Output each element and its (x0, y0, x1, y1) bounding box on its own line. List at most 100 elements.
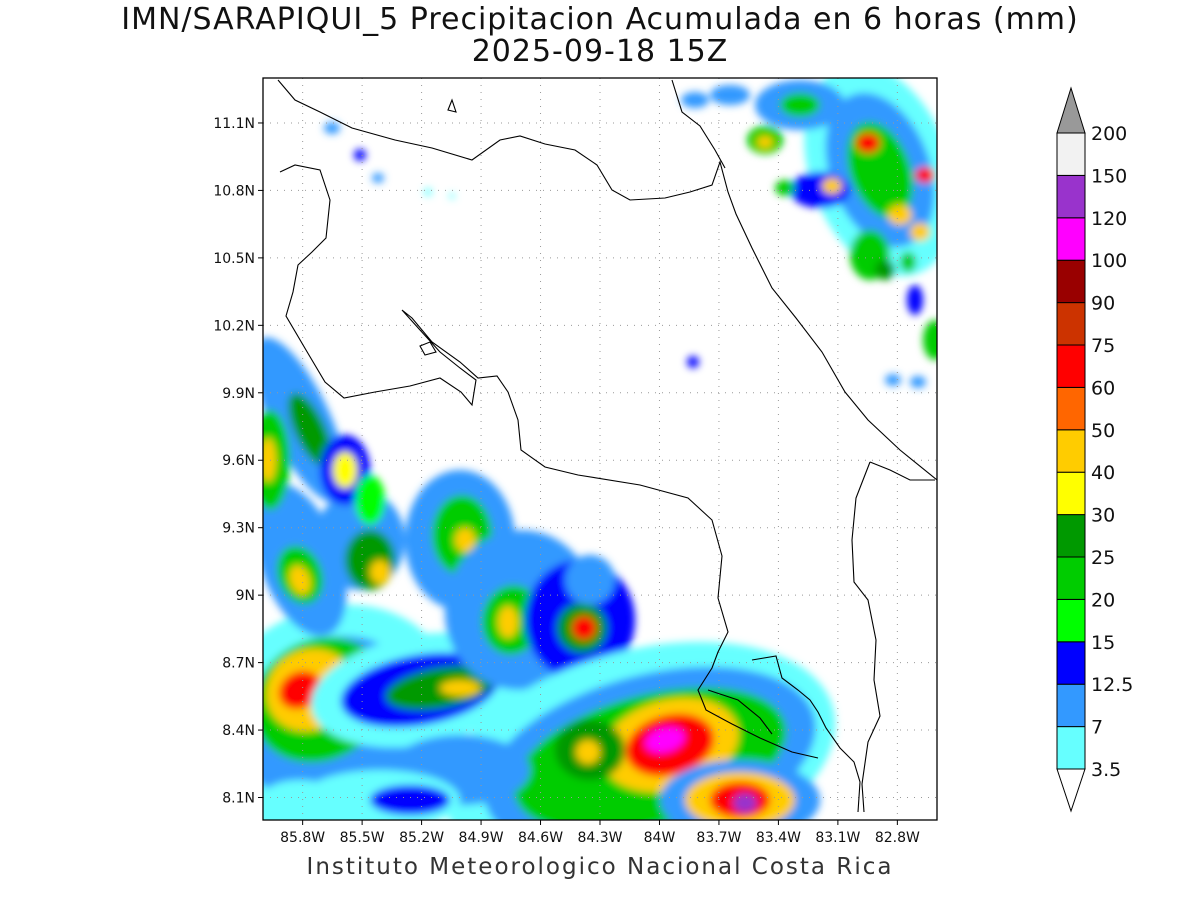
precip-region (455, 528, 475, 552)
precip-region (345, 530, 395, 590)
north-coast-outline (671, 79, 726, 169)
colorbar-legend: 3.5 7 12.5 15 20 25 30 40 50 60 75 90 100 120 150 200 (1056, 86, 1133, 813)
lat-tick-label: 8.7N (222, 656, 255, 672)
colorbar-label: 120 (1091, 208, 1127, 230)
precip-region (565, 555, 615, 605)
colorbar-swatch (1056, 429, 1086, 473)
colorbar-label: 200 (1091, 123, 1127, 145)
colorbar-label: 60 (1091, 377, 1115, 399)
lon-tick-label: 84.6W (518, 830, 563, 846)
precip-region (875, 260, 895, 280)
osa-peninsula-outline (751, 655, 861, 813)
colorbar-swatch (1056, 726, 1086, 770)
colorbar-label: 150 (1091, 165, 1127, 187)
precip-region (355, 475, 385, 525)
precip-region (900, 252, 916, 272)
precip-region (372, 173, 384, 183)
precip-region (757, 136, 773, 148)
colorbar-swatch (1056, 344, 1086, 388)
lon-tick-label: 83.4W (756, 830, 801, 846)
colorbar-swatch (1056, 217, 1086, 261)
panama-border-outline (851, 461, 935, 813)
lon-tick-label: 84.9W (459, 830, 504, 846)
latitude-axis: 8.1N 8.4N 8.7N 9N 9.3N 9.6N 9.9N 10.2N 10.5N 10.8… (213, 116, 263, 807)
colorbar-swatch (1056, 598, 1086, 643)
precip-region (324, 122, 340, 134)
precip-region (370, 560, 390, 584)
precip-region (288, 393, 332, 467)
colorbar-swatch (1056, 132, 1086, 176)
colorbar-label: 90 (1091, 293, 1115, 315)
colorbar-under-arrow (1056, 768, 1086, 813)
lat-tick-label: 9.3N (222, 521, 255, 537)
colorbar-label: 20 (1091, 589, 1115, 611)
island-outline (419, 98, 457, 356)
precip-region (333, 452, 357, 488)
precip-region (354, 149, 366, 161)
colorbar-label: 7 (1091, 717, 1103, 739)
lat-tick-label: 9N (236, 588, 255, 604)
pacific-coastline-nicoya (279, 164, 819, 759)
precip-region (822, 178, 842, 194)
lon-tick-label: 85.2W (399, 830, 444, 846)
colorbar-swatch (1056, 302, 1086, 346)
precip-region (576, 740, 600, 764)
lat-tick-label: 9.9N (222, 386, 255, 402)
precip-region (440, 680, 480, 696)
precip-region (780, 93, 820, 117)
golfito-outline (707, 689, 773, 735)
colorbar-over-arrow (1056, 86, 1086, 134)
precip-region (687, 356, 699, 368)
precip-region (263, 410, 290, 510)
lat-tick-label: 8.1N (222, 791, 255, 807)
lat-tick-label: 10.8N (213, 183, 255, 199)
precip-region (910, 223, 930, 241)
lon-tick-label: 85.5W (340, 830, 385, 846)
lat-tick-label: 11.1N (213, 116, 255, 132)
precip-region (888, 205, 912, 225)
precip-region (790, 172, 850, 208)
map-datetime: 2025-09-18 15Z (471, 34, 729, 69)
lon-tick-label: 85.8W (280, 830, 325, 846)
colorbar-swatch (1056, 556, 1086, 600)
precip-region (885, 374, 901, 386)
colorbar-swatch (1056, 471, 1086, 516)
precip-region (910, 376, 926, 388)
precip-region (278, 670, 322, 710)
colorbar-swatch (1056, 683, 1086, 728)
footer-credit: Instituto Meteorologico Nacional Costa R… (306, 854, 894, 880)
precip-region (710, 85, 750, 105)
precip-region (923, 320, 937, 360)
precip-region (856, 133, 880, 153)
lon-tick-label: 84W (644, 830, 676, 846)
colorbar-label: 15 (1091, 632, 1115, 654)
precip-region (681, 92, 709, 108)
lat-tick-label: 9.6N (222, 453, 255, 469)
lon-tick-label: 82.8W (875, 830, 920, 846)
longitude-axis: 85.8W 85.5W 85.2W 84.9W 84.6W 84.3W 84W 83.7W 83… (280, 820, 920, 846)
lon-tick-label: 83.7W (696, 830, 741, 846)
colorbar-label: 3.5 (1091, 759, 1121, 781)
lat-tick-label: 10.5N (213, 251, 255, 267)
colorbar-label: 75 (1091, 335, 1115, 357)
precip-region (907, 285, 923, 315)
colorbar-swatch (1056, 514, 1086, 558)
colorbar-label: 25 (1091, 547, 1115, 569)
colorbar-label: 12.5 (1091, 674, 1133, 696)
colorbar-swatch (1056, 641, 1086, 685)
colorbar-swatch (1056, 386, 1086, 431)
precip-region (449, 193, 455, 199)
colorbar-swatch (1056, 259, 1086, 304)
lat-tick-label: 8.4N (222, 723, 255, 739)
colorbar-label: 30 (1091, 505, 1115, 527)
pacific-coastline (277, 79, 937, 481)
precip-region (263, 780, 340, 820)
colorbar-swatch (1056, 174, 1086, 219)
lon-tick-label: 83.1W (815, 830, 860, 846)
precip-region (370, 785, 450, 815)
precip-region (645, 727, 685, 753)
colorbar-label: 40 (1091, 462, 1115, 484)
precip-region (289, 565, 311, 595)
precip-region (915, 167, 935, 183)
